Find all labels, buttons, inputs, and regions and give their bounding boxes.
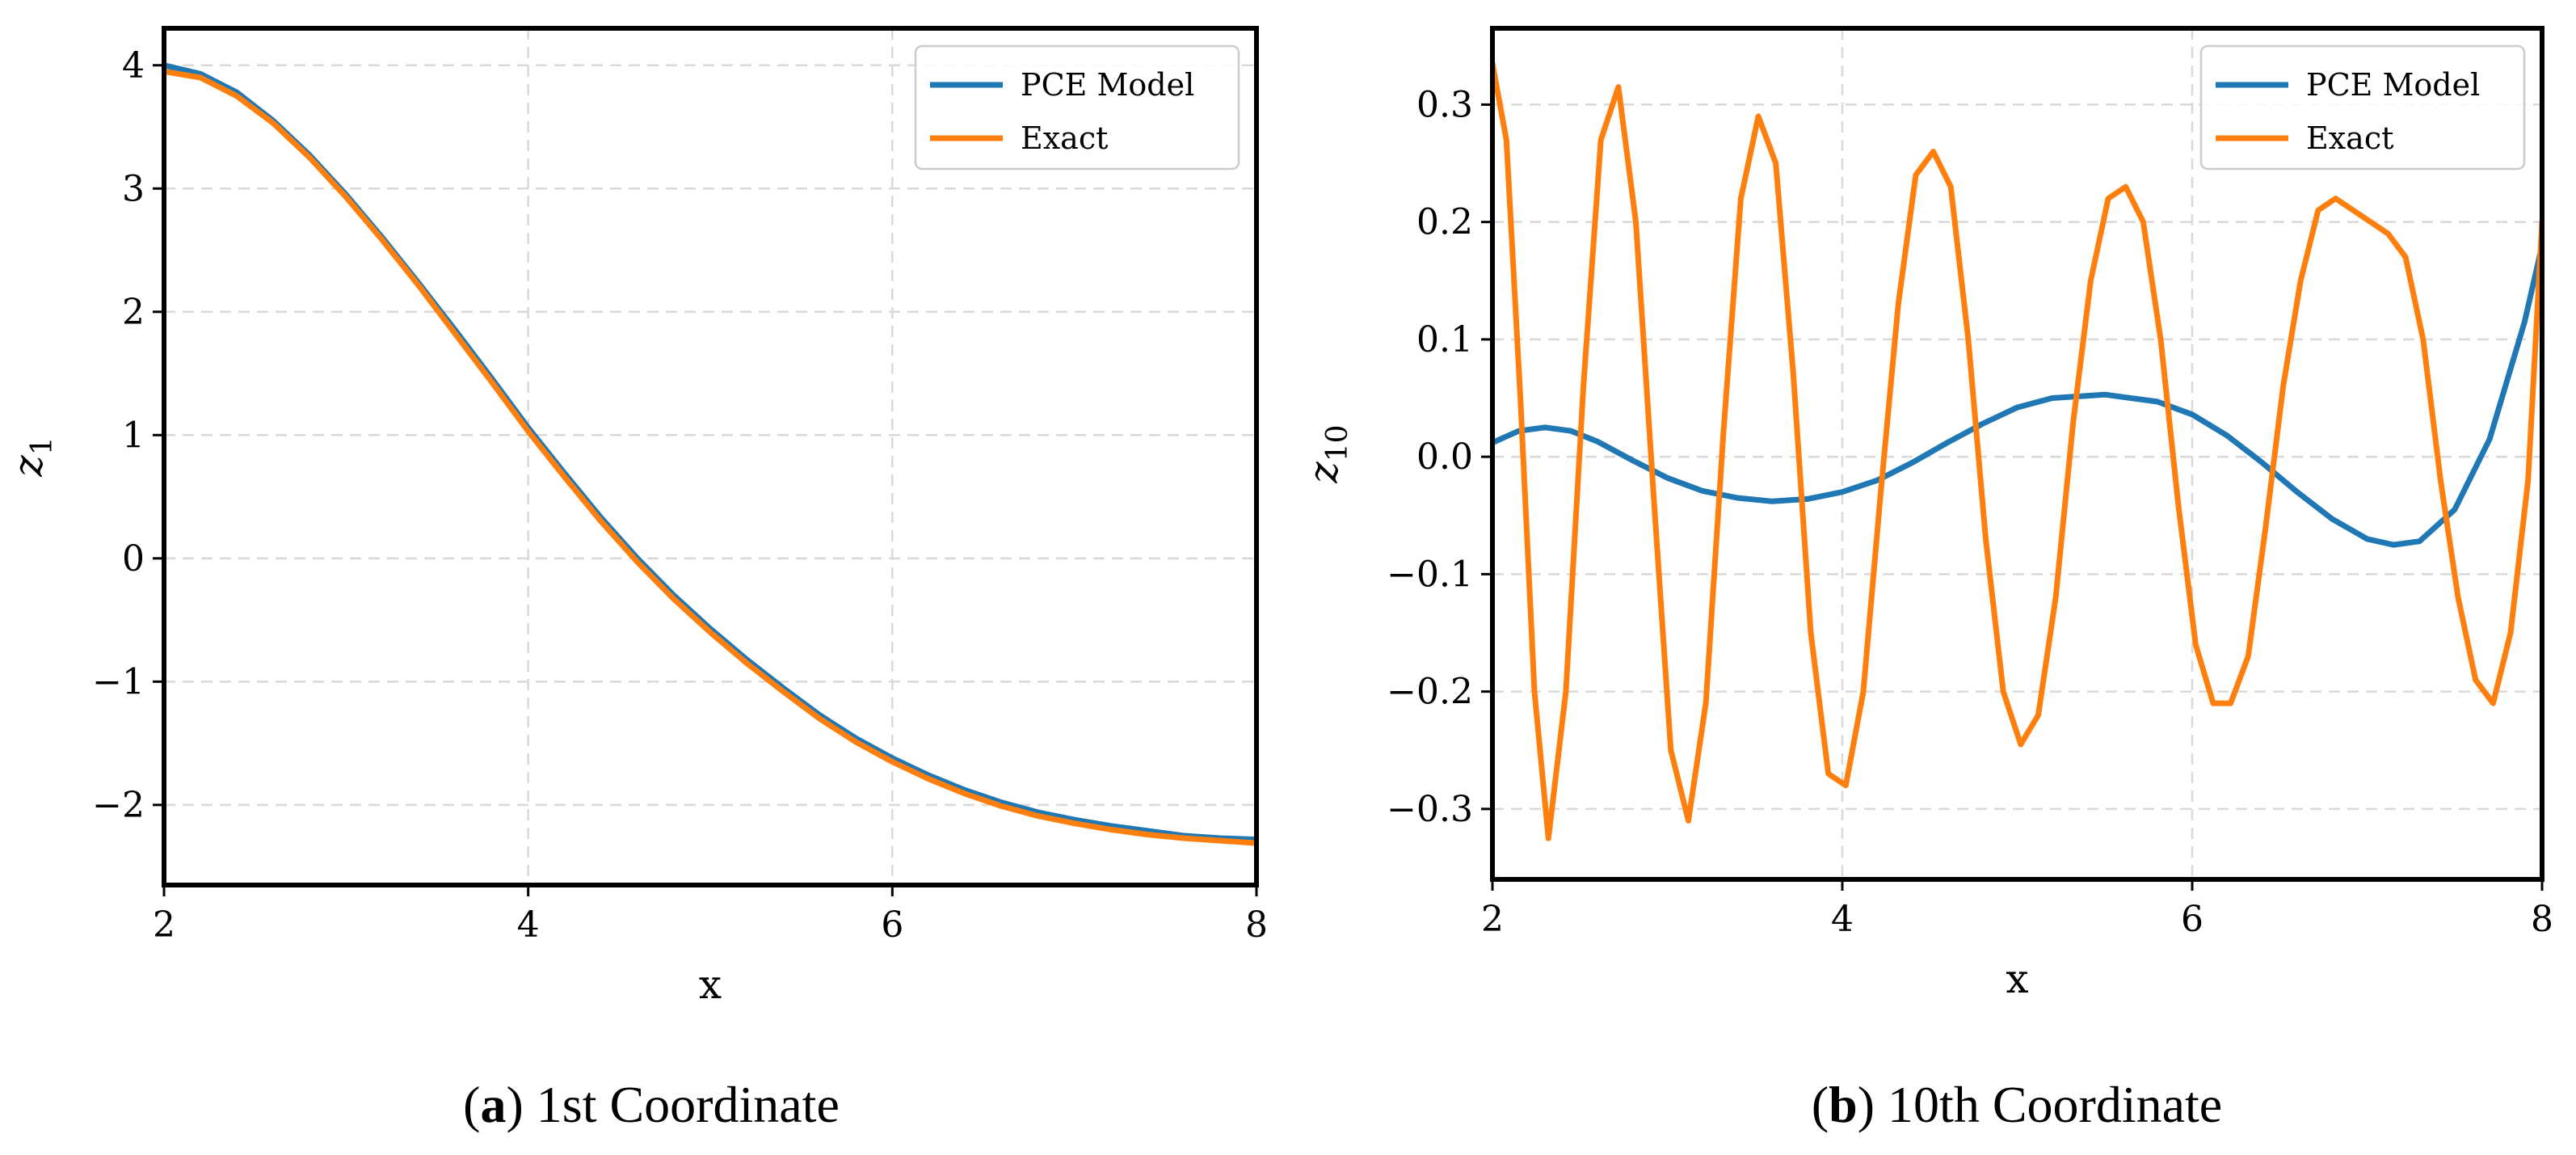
legend-entry-label: PCE Model <box>1021 67 1194 103</box>
x-tick-label: 8 <box>2531 899 2553 940</box>
y-axis-label: z10 <box>1300 424 1354 483</box>
legend: PCE Model Exact <box>2199 44 2526 171</box>
x-tick-label: 2 <box>1481 899 1504 940</box>
y-tick-label: 0.2 <box>1416 202 1473 243</box>
legend-entry-label: PCE Model <box>2306 67 2480 103</box>
caption-text: 10th Coordinate <box>1888 1076 2222 1133</box>
y-axis-label-base: z <box>5 455 52 478</box>
y-axis-label: z1 <box>5 436 59 477</box>
caption-text: 1st Coordinate <box>537 1076 840 1133</box>
legend-entry-label: Exact <box>1021 120 1108 156</box>
legend-entry-label: Exact <box>2306 120 2393 156</box>
y-tick-label: −0.1 <box>1387 554 1473 595</box>
panel-b: 2 4 6 8 −0.3 −0.2 −0.1 0.0 0.1 0.2 0.3 x z10 PCE Mode… <box>1300 26 2553 1133</box>
caption-letter: b <box>1829 1076 1858 1133</box>
series-line-exact <box>164 68 1256 846</box>
x-tick-label: 4 <box>517 904 540 946</box>
y-tick-label: 0 <box>122 538 145 580</box>
x-tick-label: 4 <box>1831 899 1854 940</box>
y-tick-label: −1 <box>92 661 145 702</box>
series-line-pce-model <box>1492 242 2542 548</box>
x-tick-label: 2 <box>153 904 175 946</box>
y-tick-label: 4 <box>122 45 145 86</box>
legend: PCE Model Exact <box>914 44 1240 171</box>
plot-frame <box>162 26 1259 887</box>
y-tick-label: −0.3 <box>1387 789 1473 830</box>
y-axis-label-base: z <box>1300 462 1347 484</box>
x-tick-label: 6 <box>2181 899 2203 940</box>
series-line-exact <box>1492 61 2542 841</box>
y-tick-label: 0.3 <box>1416 84 1473 125</box>
panel-caption: (a) 1st Coordinate <box>463 1076 840 1133</box>
caption-letter: a <box>480 1076 506 1133</box>
y-tick-label: 2 <box>122 292 145 333</box>
y-axis-label-subscript: 1 <box>26 436 59 455</box>
y-tick-label: 1 <box>122 415 145 456</box>
x-axis-label: x <box>699 961 722 1008</box>
x-axis-label: x <box>2006 955 2028 1002</box>
y-tick-label: 0.0 <box>1416 436 1473 478</box>
y-tick-label: 3 <box>122 168 145 209</box>
x-tick-label: 6 <box>881 904 903 946</box>
plot-frame <box>1490 26 2544 882</box>
panel-caption: (b) 10th Coordinate <box>1812 1076 2222 1133</box>
y-axis-label-subscript: 10 <box>1321 424 1354 462</box>
x-tick-label: 8 <box>1245 904 1268 946</box>
y-tick-label: −2 <box>92 785 145 826</box>
y-tick-label: 0.1 <box>1416 319 1473 360</box>
y-tick-label: −0.2 <box>1387 672 1473 713</box>
